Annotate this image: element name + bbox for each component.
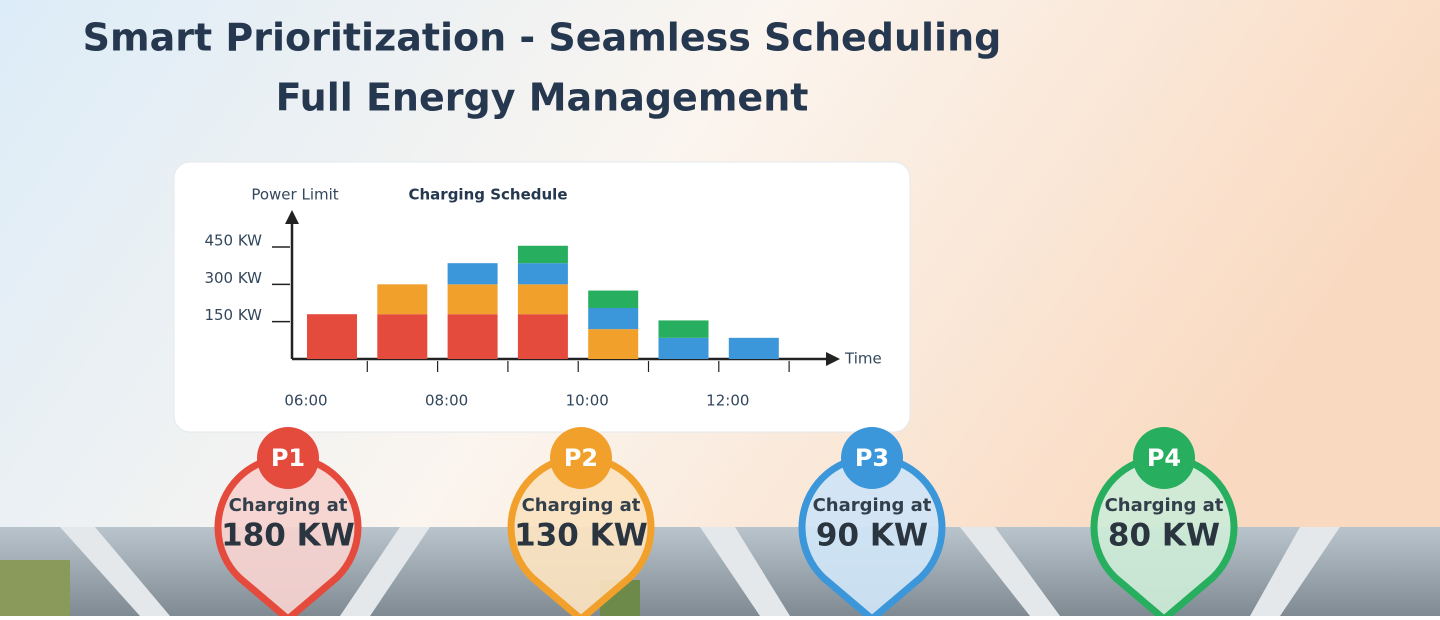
pin-power: 80 KW (1108, 518, 1220, 554)
y-axis-label: Power Limit (251, 186, 338, 204)
pin-label: P3 (855, 444, 889, 472)
subtitle: Full Energy Management (276, 76, 809, 120)
pin-badge (1133, 427, 1195, 489)
pin-label: P2 (564, 444, 598, 472)
bar-segment (517, 263, 568, 285)
pin-power: 90 KW (816, 518, 928, 554)
pin-badge (550, 427, 612, 489)
pin-badge (257, 427, 319, 489)
bar-segment (377, 314, 428, 359)
pin-caption: Charging at (522, 495, 641, 516)
x-axis-label: Time (844, 350, 882, 368)
bar-segment (307, 314, 357, 359)
y-tick-label: 150 KW (204, 306, 262, 324)
x-tick-label: 06:00 (284, 392, 327, 410)
bar-segment (588, 307, 639, 330)
bar-segment (447, 314, 498, 359)
pin-caption: Charging at (1105, 495, 1224, 516)
bar-segment (447, 284, 498, 315)
y-tick-label: 300 KW (204, 269, 262, 287)
pin-label: P1 (271, 444, 305, 472)
x-tick-label: 08:00 (425, 392, 468, 410)
bar-segment (517, 284, 568, 315)
bar-segment (377, 284, 428, 315)
x-tick-label: 10:00 (566, 392, 609, 410)
bar-segment (447, 263, 498, 285)
bar-segment (588, 329, 639, 359)
bar-segment (728, 337, 779, 359)
bar-segment (588, 290, 639, 308)
pin-label: P4 (1147, 444, 1181, 472)
y-tick-label: 450 KW (204, 232, 262, 250)
title: Smart Prioritization - Seamless Scheduli… (83, 16, 1002, 60)
pin-caption: Charging at (229, 495, 348, 516)
bar-segment (517, 245, 568, 264)
pin-power: 180 KW (221, 518, 355, 554)
pin-caption: Charging at (813, 495, 932, 516)
pin-badge (841, 427, 903, 489)
bar-segment (658, 337, 709, 359)
bar-segment (658, 320, 709, 338)
bar-segment (517, 314, 568, 359)
pin-power: 130 KW (514, 518, 648, 554)
x-tick-label: 12:00 (706, 392, 749, 410)
chart-title: Charging Schedule (408, 186, 567, 204)
